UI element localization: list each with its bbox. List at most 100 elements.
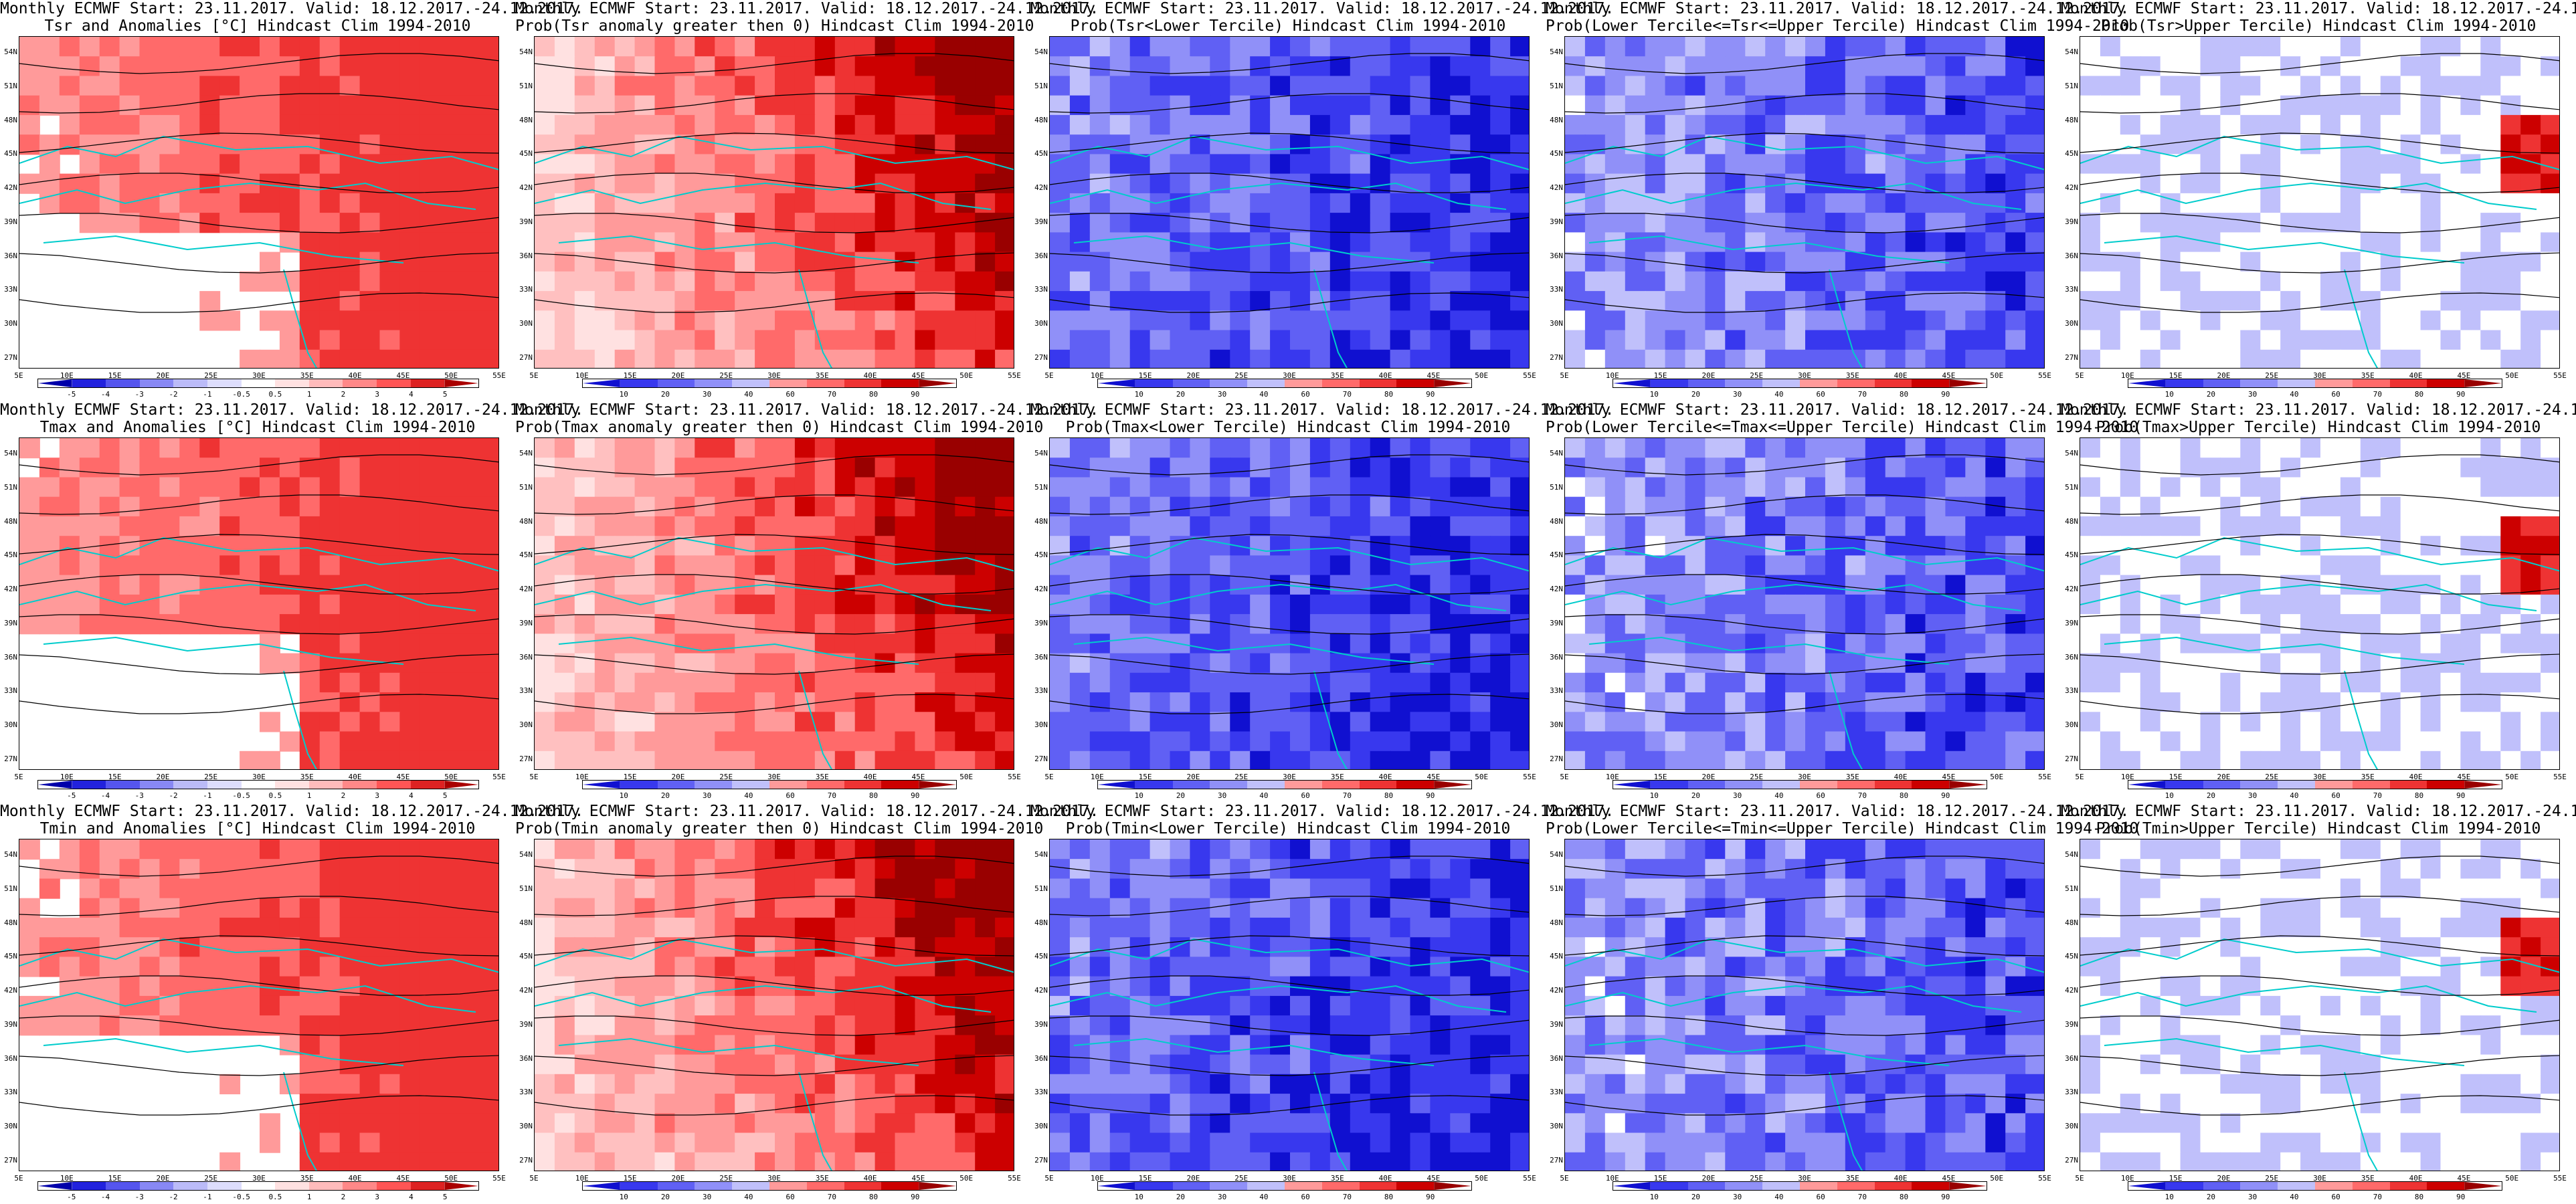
field-cell [460,134,481,155]
field-cell [1149,37,1171,58]
field-cell [2500,672,2522,693]
field-cell [299,496,320,517]
colorbar-swatch [38,379,72,387]
field-cell [735,692,756,713]
field-cell [1490,114,1511,136]
longitude-label: 50E [1475,371,1489,380]
field-cell [2280,516,2302,537]
field-cell [440,438,461,459]
field-cell [2025,653,2044,674]
field-cell [1390,633,1411,654]
field-cell [440,477,461,498]
field-cell [1584,555,1606,576]
colorbar-swatch [173,1182,208,1190]
field-cell [1309,271,1331,292]
field-cell [955,917,976,938]
field-cell [1965,750,1987,769]
field-cell [2400,653,2421,674]
field-cell [995,252,1014,272]
field-cell [1270,114,1291,136]
field-cell [420,349,441,368]
field-cell [2260,330,2282,350]
field-cell [1190,349,1211,368]
field-cell [1945,692,1966,713]
field-cell [1350,271,1371,292]
contour-line [2080,292,2559,313]
field-cell [179,76,201,96]
field-cell [1309,95,1331,116]
field-cell [1925,134,1946,155]
colorbar [582,379,957,388]
field-cell [955,37,976,58]
field-cell [139,37,161,58]
field-cell [1370,594,1391,615]
field-cell [59,193,80,214]
field-cell [995,555,1014,576]
colorbar-swatch [806,379,844,387]
field-cell [279,496,300,517]
field-cell [299,95,320,116]
field-cell [2480,458,2502,478]
field-cell [1985,349,2007,368]
field-cell [1290,575,1311,595]
field-cell [1050,594,1071,615]
map-plot [19,437,499,770]
field-cell [2480,349,2502,368]
field-cell [480,839,498,860]
field-cell [2320,692,2341,713]
field-cell [574,750,595,769]
field-cell [359,1054,381,1075]
field-cell [2541,594,2559,615]
field-cell [955,633,976,654]
field-cell [2280,712,2302,732]
field-cell [2180,516,2201,537]
field-cell [420,976,441,997]
field-cell [279,76,300,96]
field-cell [379,536,401,557]
field-cell [2520,496,2542,517]
colorbar-swatch [919,379,956,387]
field-cell [2005,438,2027,459]
field-cell [1825,56,1846,77]
field-cell [1210,76,1231,96]
field-cell [460,995,481,1017]
field-cell [1089,438,1111,459]
field-cell [794,95,816,116]
field-cell [614,114,636,136]
field-cell [39,477,60,498]
field-cell [1290,37,1311,58]
field-cell [1765,349,1786,368]
longitude-label: 40E [1378,773,1392,781]
field-cell [1410,516,1431,537]
latitude-label: 48N [1034,516,1048,526]
contour-line [1050,53,1529,74]
field-cell [634,496,656,517]
field-cell [1430,477,1451,498]
field-cell [219,1152,241,1171]
field-cell [975,76,996,96]
field-cell [2420,232,2442,253]
longitude-label: 10E [2120,773,2134,781]
field-cell [2360,672,2381,693]
latitude-label: 51N [2065,482,2078,492]
field-cell [1350,310,1371,331]
field-cell [535,859,555,880]
field-cell [1945,575,1966,595]
field-cell [1470,114,1491,136]
longitude-label: 5E [14,773,23,781]
field-cell [674,594,696,615]
field-cell [2260,575,2282,595]
longitude-label: 35E [1330,371,1344,380]
longitude-label: 35E [815,773,829,781]
field-cell [955,310,976,331]
field-cell [339,76,361,96]
colorbar-label: 20 [1176,390,1186,399]
field-cell [480,878,498,899]
field-cell [299,555,320,576]
colorbar-swatch [1396,781,1435,789]
longitude-label: 45E [1427,371,1441,380]
field-cell [159,154,181,175]
coastline [535,135,1014,171]
field-cell [319,976,341,997]
field-cell [39,957,60,977]
